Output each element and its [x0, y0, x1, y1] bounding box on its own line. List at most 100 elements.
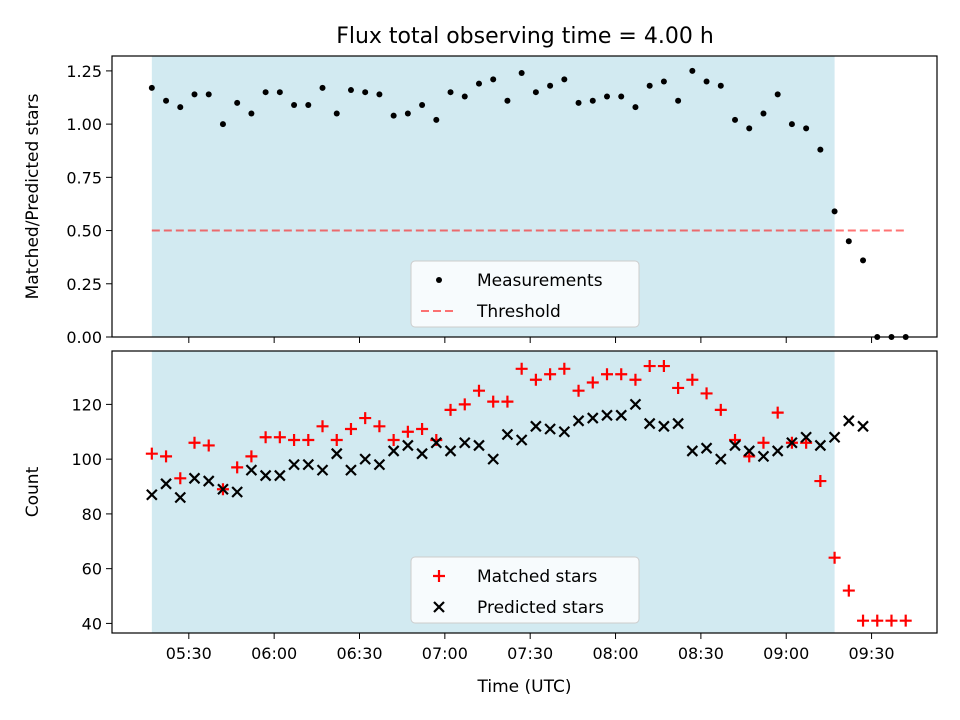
legend-box: [410, 556, 640, 624]
y-tick-label: 1.00: [66, 115, 102, 134]
predicted-star-point: [174, 491, 187, 504]
measurement-point: [589, 97, 596, 104]
predicted-star-point: [715, 453, 727, 465]
predicted-star-point: [487, 453, 499, 465]
predicted-star-point: [402, 439, 414, 452]
measurement-point: [831, 208, 838, 215]
legend-entry-label: Measurements: [477, 271, 603, 291]
matched-star-point: [401, 425, 414, 438]
predicted-star-point: [601, 409, 613, 422]
legend-entry-label: Predicted stars: [477, 598, 604, 618]
measurement-point: [291, 101, 298, 108]
measurement-point: [219, 121, 226, 128]
matched-star-point: [700, 387, 713, 400]
ratio-y-ticks: 0.00 0.25 0.50 0.75 1.00 1.25: [66, 62, 112, 347]
measurement-point: [618, 93, 625, 100]
matched-star-point: [515, 362, 528, 375]
matched-star-point: [373, 420, 386, 433]
matched-star-point: [245, 450, 258, 463]
matched-star-point: [899, 614, 912, 627]
count-x-ticks: 05:30 06:00 06:30 07:00 07:30 08:00 08:30 09:00…: [166, 633, 895, 663]
matched-star-point: [330, 433, 343, 446]
measurement-point: [305, 101, 312, 108]
predicted-star-point: [857, 420, 869, 433]
predicted-star-point: [786, 436, 798, 449]
legend-predicted-marker: [433, 601, 445, 613]
count-points: [145, 360, 912, 627]
matched-star-point: [828, 551, 841, 564]
predicted-star-point: [359, 453, 371, 465]
predicted-star-point: [430, 436, 443, 449]
predicted-star-point: [558, 425, 571, 438]
predicted-star-point: [643, 417, 656, 430]
measurement-point: [788, 121, 795, 128]
matched-star-point: [444, 403, 457, 416]
predicted-star-point: [672, 417, 684, 430]
measurement-point: [732, 116, 739, 123]
predicted-star-point: [586, 412, 599, 424]
predicted-star-point: [330, 447, 343, 460]
y-tick-label: 60: [82, 560, 102, 579]
matched-star-point: [188, 436, 201, 449]
measurement-point: [803, 125, 810, 132]
measurement-point: [390, 112, 397, 119]
y-tick-label: 0.50: [66, 222, 102, 241]
predicted-star-point: [160, 478, 172, 490]
measurement-point: [504, 97, 511, 104]
measurement-point: [703, 78, 710, 85]
predicted-star-point: [530, 420, 542, 433]
predicted-star-point: [274, 469, 286, 482]
measurement-point: [205, 91, 212, 98]
predicted-star-point: [658, 420, 670, 433]
measurement-point: [333, 110, 340, 117]
y-tick-label: 1.25: [66, 62, 102, 81]
matched-star-point: [601, 368, 613, 381]
ratio-y-label: Matched/Predicted stars: [23, 93, 43, 299]
ratio-legend: Measurements Threshold: [410, 260, 640, 328]
matched-star-point: [657, 360, 670, 373]
y-tick-label: 0.75: [66, 168, 102, 187]
predicted-star-point: [800, 431, 812, 444]
predicted-star-point: [843, 415, 855, 427]
matched-star-point: [544, 368, 557, 381]
matched-star-point: [686, 373, 699, 386]
measurement-point: [845, 238, 852, 245]
measurement-point: [746, 125, 753, 132]
measurement-point: [191, 91, 198, 98]
matched-star-point: [344, 423, 357, 436]
matched-star-point: [316, 420, 329, 433]
matched-star-point: [885, 614, 898, 627]
measurement-point: [689, 67, 696, 74]
predicted-star-point: [217, 483, 229, 496]
measurement-point: [518, 70, 525, 77]
matched-star-point: [160, 450, 173, 463]
matched-star-point: [302, 433, 315, 446]
matched-star-point: [259, 431, 272, 444]
y-tick-label: 0.00: [66, 328, 102, 347]
matched-star-point: [757, 436, 770, 449]
y-tick-label: 100: [71, 450, 102, 469]
matched-star-point: [458, 398, 471, 411]
ratio-points: [148, 67, 909, 340]
ratio-x-ticks: [188, 337, 873, 343]
matched-star-point: [231, 461, 244, 474]
matched-star-point: [857, 614, 870, 627]
measurement-point: [860, 257, 867, 264]
predicted-star-point: [615, 409, 628, 422]
chart-title: Flux total observing time = 4.00 h: [336, 24, 714, 49]
count-y-ticks: 40 60 80 100 120: [71, 395, 112, 633]
legend-measurements-marker: [436, 277, 442, 283]
matched-star-point: [643, 360, 656, 373]
predicted-star-point: [387, 445, 400, 457]
measurement-point: [262, 89, 269, 96]
y-tick-label: 80: [82, 505, 102, 524]
measurement-point: [575, 99, 582, 106]
measurement-point: [490, 76, 497, 83]
x-tick-label: 05:30: [166, 644, 212, 663]
measurement-point: [632, 104, 639, 111]
matched-star-point: [288, 433, 301, 446]
matched-star-point: [871, 614, 884, 627]
count-x-label: Time (UTC): [477, 677, 572, 697]
predicted-star-point: [288, 458, 300, 471]
